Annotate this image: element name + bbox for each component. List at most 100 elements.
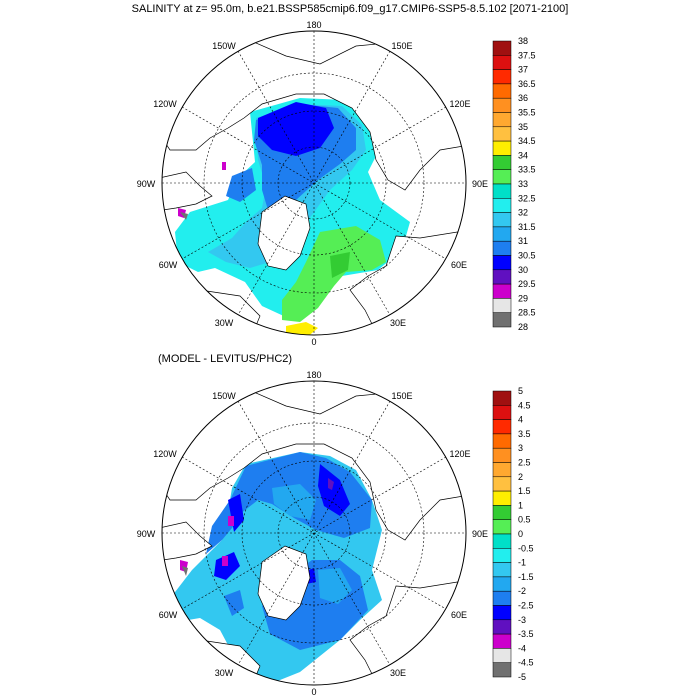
colorbar-box (492, 605, 512, 621)
colorbar-label: 2.5 (518, 458, 531, 468)
colorbar-label: 28.5 (518, 308, 536, 318)
colorbar-box (492, 55, 512, 70)
colorbar-label: 33.5 (518, 165, 536, 175)
bottom-map-panel: (MODEL - LEVITUS/PHC2) (137, 353, 534, 697)
colorbar-box (492, 155, 512, 170)
colorbar-label: 5 (518, 386, 523, 396)
top-lon-label-120e: 120E (449, 99, 470, 109)
colorbar-box (492, 405, 512, 420)
top-lon-label-60w: 60W (159, 260, 178, 270)
colorbar-box (492, 519, 512, 535)
top-lon-label-90w: 90W (137, 179, 156, 189)
top-lon-label-30w: 30W (215, 318, 234, 328)
colorbar-label: 1 (518, 500, 523, 510)
colorbar-box (492, 69, 512, 85)
colorbar-box (492, 312, 512, 328)
bottom-lon-label-60w: 60W (159, 610, 178, 620)
colorbar-label: -2 (518, 586, 526, 596)
colorbar-label: -3 (518, 615, 526, 625)
bottom-lon-label-120e: 120E (449, 449, 470, 459)
colorbar-box (492, 662, 512, 678)
bottom-lon-label-180: 180 (306, 370, 321, 380)
colorbar-label: 30.5 (518, 251, 536, 261)
colorbar-label: 32.5 (518, 193, 536, 203)
colorbar-box (492, 269, 512, 285)
colorbar-box (492, 462, 512, 478)
colorbar-label: 36 (518, 93, 528, 103)
colorbar-box (492, 126, 512, 142)
bottom-graticule (162, 381, 466, 685)
colorbar-box (492, 198, 512, 213)
colorbar-box (492, 490, 512, 506)
top-map-title: SALINITY at z= 95.0m, b.e21.BSSP585cmip6… (132, 3, 569, 15)
colorbar-label: -2.5 (518, 601, 534, 611)
colorbar-label: 4.5 (518, 400, 531, 410)
colorbar-label: 1.5 (518, 486, 531, 496)
bottom-map-title: (MODEL - LEVITUS/PHC2) (158, 353, 292, 365)
colorbar-label: 31.5 (518, 222, 536, 232)
colorbar-box (492, 240, 512, 256)
colorbar-label: 29 (518, 293, 528, 303)
colorbar-label: 2 (518, 472, 523, 482)
colorbar-label: -3.5 (518, 629, 534, 639)
colorbar-box (492, 40, 512, 56)
top-lon-labels: 180 150E 120E 90E 60E 30E 0 30W 60W 90W … (137, 20, 488, 347)
top-lon-label-150w: 150W (212, 41, 236, 51)
colorbar-box (492, 419, 512, 435)
colorbar-label: 38 (518, 36, 528, 46)
bottom-lon-label-90e: 90E (472, 529, 488, 539)
colorbar-box (492, 255, 512, 271)
colorbar-box (492, 576, 512, 592)
bottom-lon-label-120w: 120W (153, 449, 177, 459)
colorbar-box (492, 619, 512, 635)
colorbar-label: 31 (518, 236, 528, 246)
colorbar-label: -5 (518, 672, 526, 682)
bottom-lon-label-0: 0 (311, 687, 316, 697)
top-lon-label-30e: 30E (390, 318, 406, 328)
top-map-border (161, 30, 467, 336)
colorbar-label: 4 (518, 415, 523, 425)
colorbar-box (492, 83, 512, 99)
colorbar-label: -1.5 (518, 572, 534, 582)
colorbar-label: 0 (518, 529, 523, 539)
colorbar-label: 30 (518, 265, 528, 275)
colorbar-label: 35 (518, 122, 528, 132)
colorbar-box (492, 562, 512, 578)
colorbar-box (492, 533, 512, 549)
bottom-lon-label-90w: 90W (137, 529, 156, 539)
colorbar-box (492, 283, 512, 299)
colorbar-label: 3.5 (518, 429, 531, 439)
colorbar-box (492, 505, 512, 520)
colorbar-label: 33 (518, 179, 528, 189)
top-lon-label-120w: 120W (153, 99, 177, 109)
colorbar-box (492, 633, 512, 649)
colorbar-label: 36.5 (518, 79, 536, 89)
top-lon-label-60e: 60E (451, 260, 467, 270)
colorbar-box (492, 447, 512, 463)
colorbar-label: -0.5 (518, 543, 534, 553)
bottom-lon-label-60e: 60E (451, 610, 467, 620)
colorbar-box (492, 548, 512, 563)
bottom-map-border (161, 380, 467, 686)
top-lon-label-90e: 90E (472, 179, 488, 189)
colorbar-box (492, 212, 512, 228)
colorbar-label: 35.5 (518, 108, 536, 118)
top-colorbar: 38 37.5 37 36.5 36 35.5 35 34.5 34 33.5 33 32.5 32 31… (492, 36, 536, 332)
bottom-lon-label-30w: 30W (215, 668, 234, 678)
bottom-lon-label-150e: 150E (391, 391, 412, 401)
colorbar-box (492, 226, 512, 242)
colorbar-label: 28 (518, 322, 528, 332)
colorbar-label: 34.5 (518, 136, 536, 146)
colorbar-box (492, 140, 512, 156)
colorbar-label: 34 (518, 150, 528, 160)
top-lon-label-150e: 150E (391, 41, 412, 51)
colorbar-box (492, 298, 512, 313)
top-map-panel: SALINITY at z= 95.0m, b.e21.BSSP585cmip6… (132, 3, 569, 347)
colorbar-box (492, 433, 512, 449)
colorbar-box (492, 112, 512, 128)
bottom-lon-labels: 180 150E 120E 90E 60E 30E 0 30W 60W 90W … (137, 370, 488, 697)
colorbar-label: 3 (518, 443, 523, 453)
colorbar-box (492, 97, 512, 113)
colorbar-label: -1 (518, 558, 526, 568)
